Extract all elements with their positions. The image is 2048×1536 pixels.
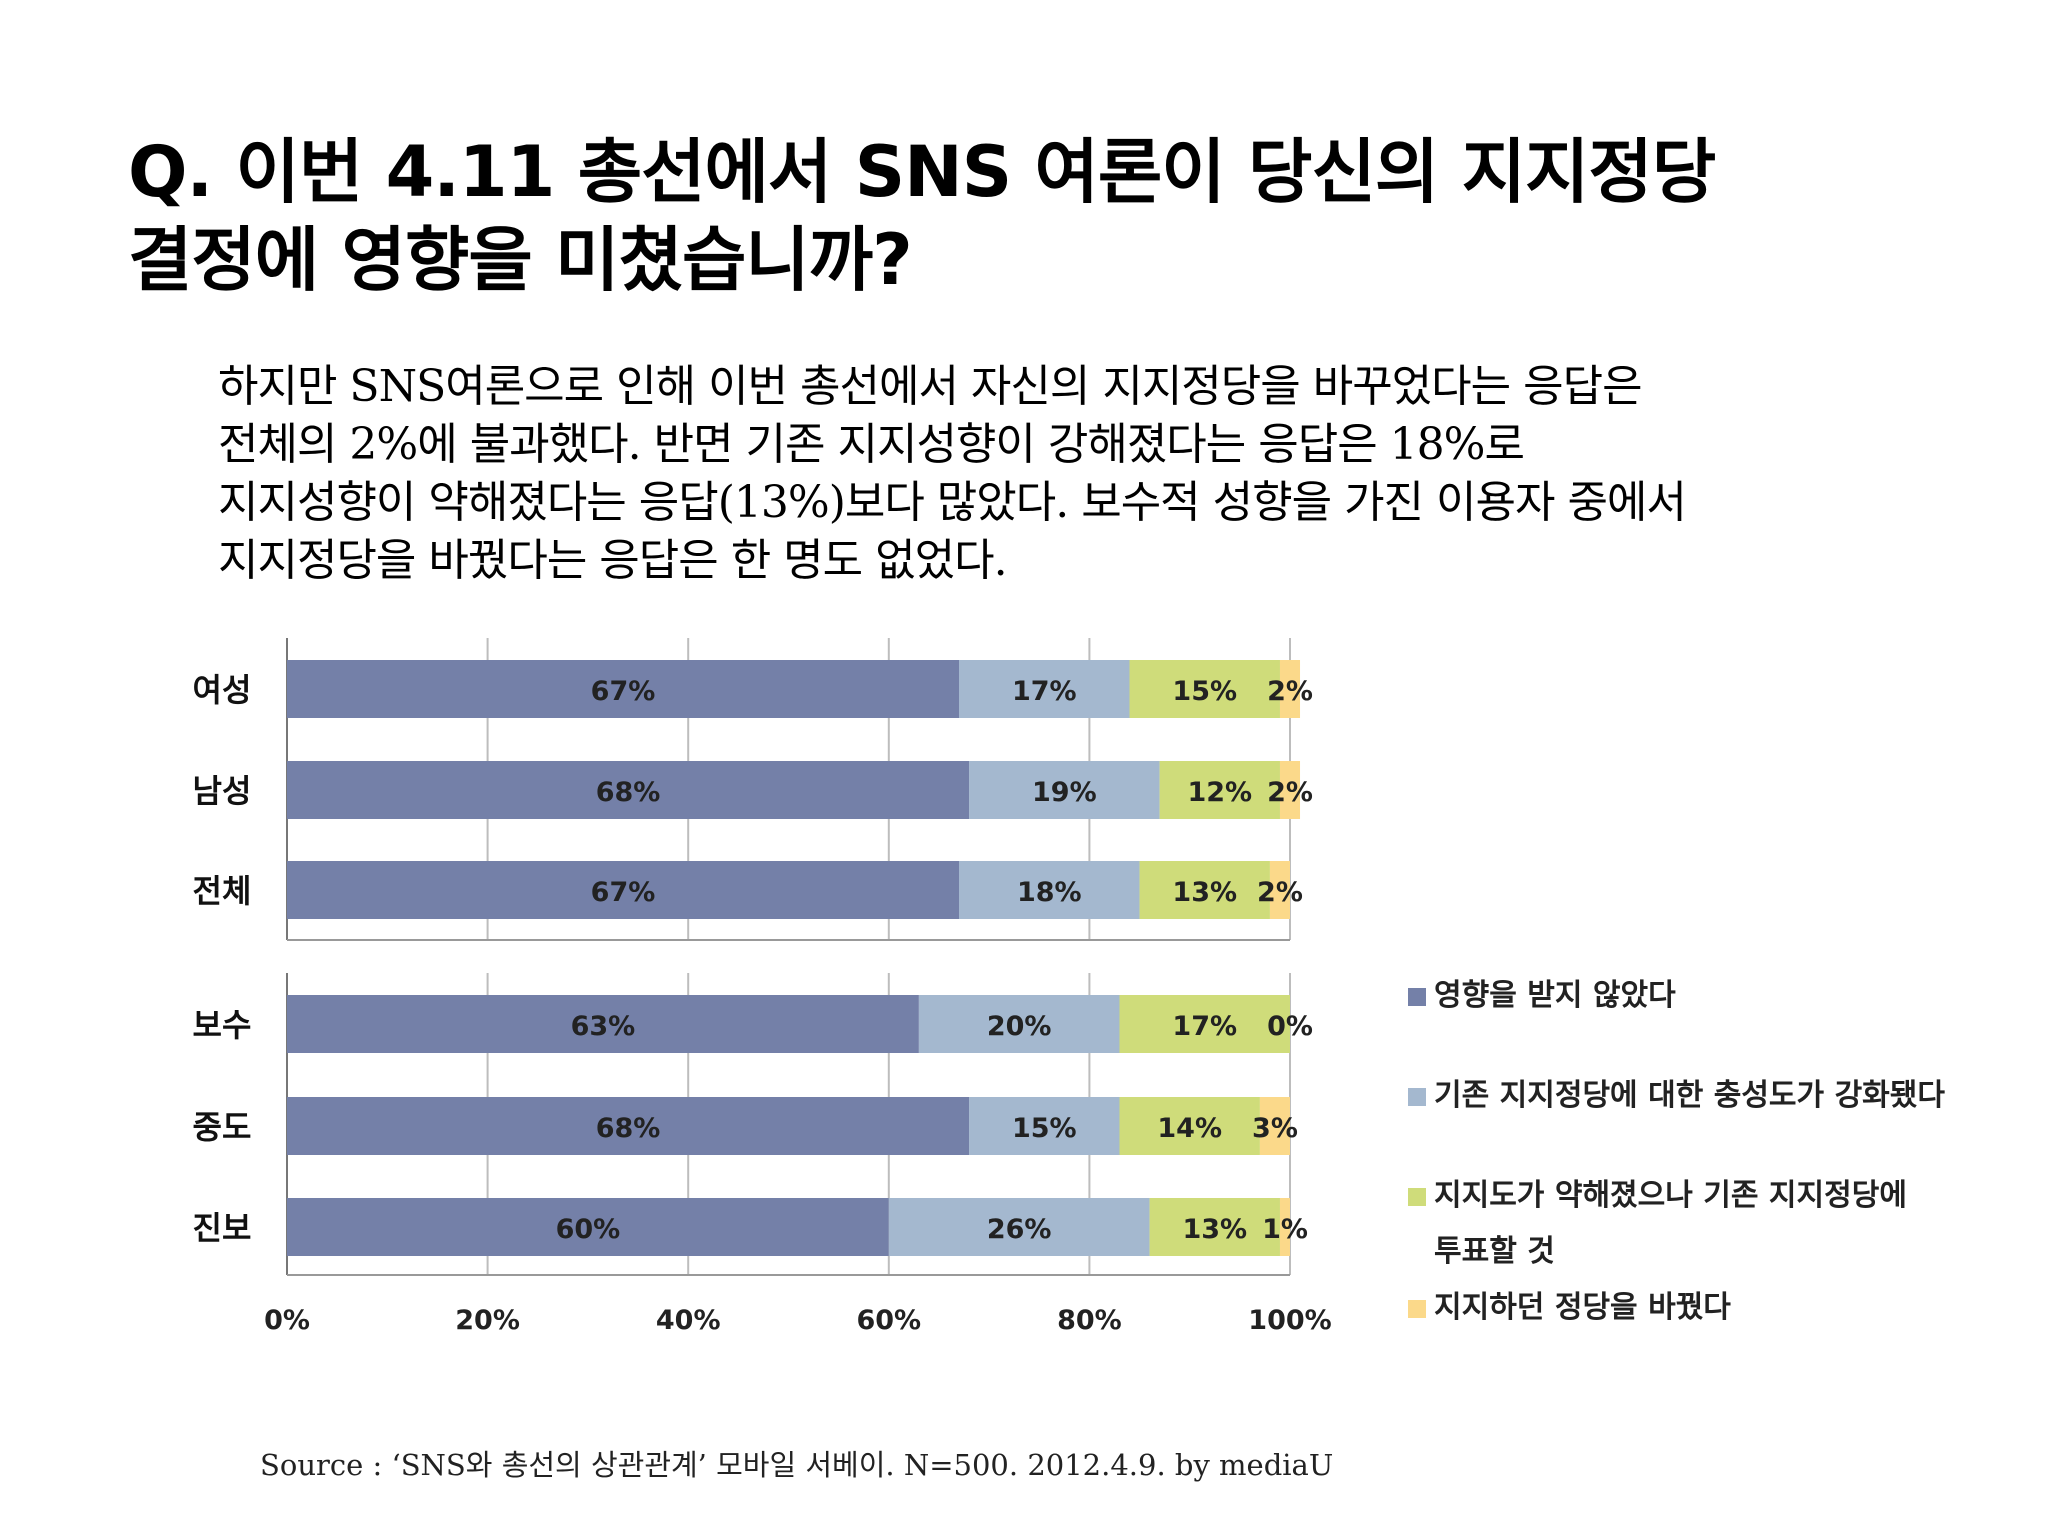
title-line-1: Q. 이번 4.11 총선에서 SNS 여론이 당신의 지지정당: [128, 131, 1716, 213]
legend-label-support-weakened-1: 지지도가 약해졌으나 기존 지지정당에: [1434, 1178, 1907, 1213]
legend-swatch-party-changed: [1408, 1300, 1426, 1318]
legend-item-support-weakened: 지지도가 약해졌으나 기존 지지정당에 투표할 것: [1408, 1168, 2028, 1280]
bar-segment: [959, 660, 1130, 718]
category-label: 남성: [193, 772, 252, 810]
bar-segment: [1149, 1198, 1280, 1256]
legend-swatch-loyalty-strengthened: [1408, 1088, 1426, 1106]
category-label: 전체: [193, 872, 252, 910]
bar-segment: [1139, 861, 1270, 919]
chart-legend: 영향을 받지 않았다 기존 지지정당에 대한 충성도가 강화됐다 지지도가 약해…: [1408, 968, 2028, 1380]
legend-item-no-influence: 영향을 받지 않았다: [1408, 968, 2028, 1024]
bar-segment: [287, 660, 960, 718]
category-label: 여성: [193, 671, 252, 709]
data-label: 60%: [556, 1214, 621, 1245]
data-label: 68%: [596, 1113, 661, 1144]
summary-line-2: 전체의 2%에 불과했다. 반면 기존 지지성향이 강해졌다는 응답은 18%로: [218, 419, 1525, 470]
data-label: 20%: [987, 1011, 1052, 1042]
legend-label-loyalty-strengthened: 기존 지지정당에 대한 충성도가 강화됐다: [1434, 1078, 1945, 1113]
category-label: 중도: [193, 1108, 252, 1146]
legend-label-support-weakened-2: 투표할 것: [1434, 1234, 1555, 1269]
summary-line-4: 지지정당을 바꿨다는 응답은 한 명도 없었다.: [218, 535, 1008, 586]
x-tick-label: 40%: [656, 1305, 721, 1336]
summary-line-1: 하지만 SNS여론으로 인해 이번 총선에서 자신의 지지정당을 바꾸었다는 응…: [218, 361, 1643, 412]
data-label: 15%: [1012, 1113, 1077, 1144]
title-line-2: 결정에 영향을 미쳤습니까?: [128, 219, 913, 301]
bar-segment: [1119, 995, 1290, 1053]
data-label: 63%: [571, 1011, 636, 1042]
bar-segment: [287, 861, 960, 919]
legend-label-party-changed: 지지하던 정당을 바꿨다: [1434, 1290, 1731, 1325]
data-label: 17%: [1172, 1011, 1237, 1042]
data-label: 13%: [1182, 1214, 1247, 1245]
bar-segment: [287, 761, 970, 819]
bar-segment: [969, 1097, 1120, 1155]
legend-item-loyalty-strengthened: 기존 지지정당에 대한 충성도가 강화됐다: [1408, 1068, 2028, 1124]
bar-segment: [1129, 660, 1280, 718]
data-label: 15%: [1172, 676, 1237, 707]
bar-segment: [918, 995, 1120, 1053]
bar-segment: [1279, 761, 1301, 819]
data-label: 18%: [1017, 877, 1082, 908]
page-title: Q. 이번 4.11 총선에서 SNS 여론이 당신의 지지정당 결정에 영향을…: [128, 128, 1928, 304]
bar-segment: [888, 1198, 1150, 1256]
data-label: 67%: [591, 676, 656, 707]
data-label: 67%: [591, 877, 656, 908]
legend-label-no-influence: 영향을 받지 않았다: [1434, 978, 1676, 1013]
legend-swatch-support-weakened: [1408, 1188, 1426, 1206]
bar-segment: [1119, 1097, 1260, 1155]
data-label: 2%: [1267, 777, 1313, 808]
data-label: 3%: [1252, 1113, 1298, 1144]
data-label: 26%: [987, 1214, 1052, 1245]
category-label: 보수: [193, 1006, 252, 1044]
x-tick-label: 80%: [1057, 1305, 1122, 1336]
data-label: 0%: [1267, 1011, 1313, 1042]
bar-segment: [1269, 861, 1290, 919]
legend-swatch-no-influence: [1408, 988, 1426, 1006]
stacked-bar-chart: 여성 67% 17% 15% 2% 남성 68% 19% 12% 2% 전체 67% 18% 13% 2% 보…: [193, 638, 1332, 1336]
x-tick-label: 100%: [1248, 1305, 1331, 1336]
summary-line-3: 지지성향이 약해졌다는 응답(13%)보다 많았다. 보수적 성향을 가진 이용…: [218, 477, 1687, 528]
legend-item-party-changed: 지지하던 정당을 바꿨다: [1408, 1280, 2028, 1336]
x-tick-label: 0%: [264, 1305, 310, 1336]
bar-segment: [969, 761, 1160, 819]
bar-segment: [287, 1097, 970, 1155]
data-label: 19%: [1032, 777, 1097, 808]
data-label: 2%: [1257, 877, 1303, 908]
summary-text: 하지만 SNS여론으로 인해 이번 총선에서 자신의 지지정당을 바꾸었다는 응…: [218, 358, 1938, 590]
data-label: 13%: [1172, 877, 1237, 908]
bar-segment: [959, 861, 1140, 919]
x-tick-label: 60%: [856, 1305, 921, 1336]
bar-segment: [287, 995, 919, 1053]
data-label: 1%: [1262, 1214, 1308, 1245]
bar-segment: [1159, 761, 1280, 819]
data-label: 68%: [596, 777, 661, 808]
bar-segment: [1279, 660, 1301, 718]
bar-segment: [287, 1198, 889, 1256]
source-note: Source : ‘SNS와 총선의 상관관계’ 모바일 서베이. N=500.…: [260, 1448, 1334, 1482]
data-label: 12%: [1187, 777, 1252, 808]
bar-segment: [1279, 1198, 1290, 1256]
x-tick-label: 20%: [455, 1305, 520, 1336]
data-label: 2%: [1267, 676, 1313, 707]
bar-segment: [1259, 1097, 1290, 1155]
data-label: 17%: [1012, 676, 1077, 707]
category-label: 진보: [193, 1209, 252, 1247]
data-label: 14%: [1157, 1113, 1222, 1144]
